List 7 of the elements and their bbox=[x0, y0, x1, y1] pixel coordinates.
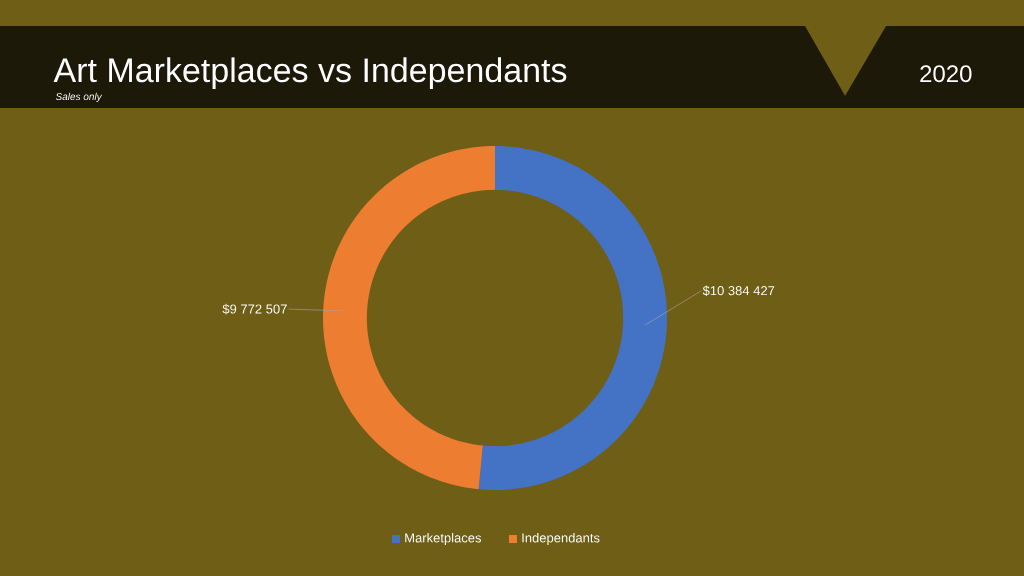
chart-title: Art Marketplaces vs Independants bbox=[53, 57, 567, 90]
data-label: $9 772 507 bbox=[222, 303, 287, 315]
legend-label: Independants bbox=[522, 532, 600, 546]
text: Sales only bbox=[55, 92, 103, 103]
data-label: $10 384 427 bbox=[702, 285, 775, 297]
text: 2020 bbox=[920, 65, 972, 83]
legend-label: Marketplaces bbox=[405, 532, 482, 546]
